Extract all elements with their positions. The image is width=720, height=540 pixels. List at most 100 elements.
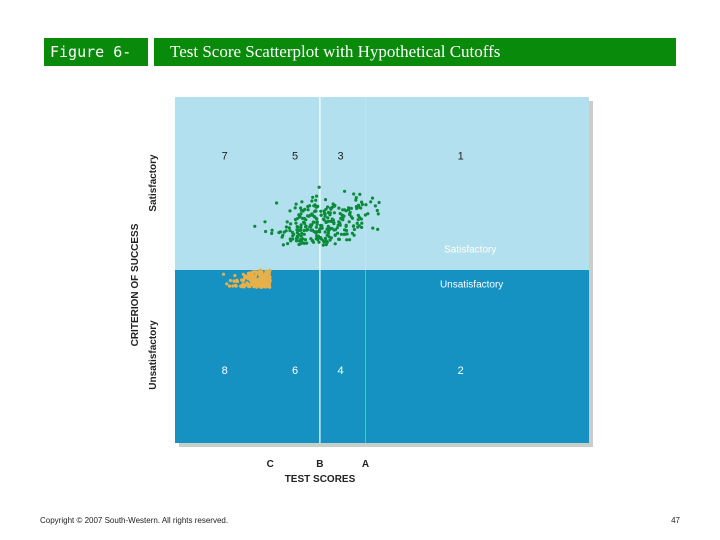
satisfactory-point [253, 224, 257, 228]
satisfactory-point [299, 206, 303, 210]
satisfactory-point [369, 200, 373, 204]
satisfactory-point [324, 207, 328, 211]
satisfactory-point [297, 239, 301, 243]
satisfactory-point [313, 210, 317, 214]
satisfactory-point [323, 214, 327, 218]
region-label-3: 3 [338, 150, 344, 162]
unsatisfactory-point [241, 279, 245, 283]
satisfactory-point [345, 238, 349, 242]
satisfactory-point [324, 239, 328, 243]
satisfactory-point [270, 231, 274, 235]
x-axis-title: TEST SCORES [285, 474, 356, 485]
satisfactory-point [377, 200, 381, 205]
unsatisfactory-point [251, 275, 255, 280]
satisfactory-point [317, 240, 321, 244]
satisfactory-point [287, 226, 291, 230]
satisfactory-point [326, 224, 330, 228]
satisfactory-point [275, 201, 279, 205]
satisfactory-point [311, 195, 315, 199]
satisfactory-point [348, 238, 352, 242]
satisfactory-point [375, 208, 379, 213]
criterion-upper-label: Satisfactory [444, 245, 496, 256]
unsatisfactory-point [246, 284, 251, 288]
satisfactory-point [352, 192, 356, 196]
satisfactory-point [333, 242, 337, 246]
satisfactory-point [292, 232, 296, 236]
unsatisfactory-point [242, 285, 246, 289]
satisfactory-point [311, 239, 315, 243]
satisfactory-point [348, 210, 352, 214]
satisfactory-point [297, 215, 301, 219]
satisfactory-point [343, 189, 347, 193]
satisfactory-point [343, 228, 347, 232]
satisfactory-point [295, 234, 299, 238]
satisfactory-point [317, 185, 321, 189]
satisfactory-point [299, 225, 303, 229]
unsatisfactory-point [259, 273, 263, 277]
satisfactory-point [294, 202, 298, 206]
unsatisfactory-point [262, 277, 266, 281]
satisfactory-point [363, 213, 367, 217]
satisfactory-point [324, 243, 328, 247]
unsatisfactory-point [257, 277, 261, 281]
satisfactory-point [326, 216, 330, 220]
region-label-1: 1 [458, 150, 464, 162]
satisfactory-point [330, 205, 334, 209]
unsatisfactory-point [251, 270, 255, 274]
unsatisfactory-point [263, 272, 267, 276]
cutoff-label-A: A [362, 459, 369, 470]
satisfactory-point [328, 238, 332, 242]
satisfactory-point [323, 236, 327, 240]
satisfactory-point [270, 228, 274, 232]
region-label-6: 6 [292, 365, 298, 377]
y-axis-upper-label: Satisfactory [148, 154, 159, 212]
satisfactory-point [351, 224, 355, 228]
satisfactory-point [332, 222, 336, 226]
satisfactory-point [297, 242, 301, 247]
unsatisfactory-point [251, 280, 255, 284]
satisfactory-point [325, 233, 329, 237]
satisfactory-point [370, 196, 375, 200]
unsatisfactory-point [245, 282, 249, 286]
cutoff-label-C: C [267, 459, 274, 470]
unsatisfactory-point [254, 272, 259, 276]
satisfactory-point [357, 215, 361, 219]
satisfactory-point [373, 204, 377, 208]
copyright-text: Copyright © 2007 South-Western. All righ… [40, 516, 229, 525]
satisfactory-point [301, 209, 305, 213]
figure-label: Figure 6-11 [44, 38, 148, 89]
satisfactory-point [282, 230, 286, 234]
unsatisfactory-point [232, 279, 237, 283]
satisfactory-point [326, 227, 330, 231]
unsatisfactory-point [266, 282, 270, 286]
unsatisfactory-point [234, 284, 238, 288]
satisfactory-point [295, 225, 299, 229]
satisfactory-point [286, 242, 290, 246]
satisfactory-point [310, 223, 314, 227]
satisfactory-point [293, 217, 298, 222]
region-label-7: 7 [222, 150, 228, 162]
satisfactory-point [314, 198, 318, 202]
page-number: 47 [671, 516, 680, 525]
unsatisfactory-point [231, 284, 235, 288]
satisfactory-point [321, 243, 325, 247]
satisfactory-point [301, 241, 305, 245]
satisfactory-point [315, 220, 319, 224]
satisfactory-point [323, 212, 327, 216]
satisfactory-point [310, 199, 314, 203]
satisfactory-point [333, 228, 337, 232]
satisfactory-point [305, 228, 309, 232]
satisfactory-point [277, 231, 281, 235]
unsatisfactory-point [250, 282, 254, 286]
unsatisfactory-point [221, 272, 226, 276]
satisfactory-point [263, 220, 267, 224]
satisfactory-point [294, 221, 298, 225]
satisfactory-point [323, 230, 327, 234]
satisfactory-point [347, 220, 351, 224]
satisfactory-point [339, 232, 343, 236]
satisfactory-point [306, 214, 310, 218]
satisfactory-point [336, 231, 340, 235]
satisfactory-point [320, 224, 324, 228]
y-axis-lower-label: Unsatisfactory [148, 320, 159, 390]
satisfactory-point [331, 218, 335, 222]
